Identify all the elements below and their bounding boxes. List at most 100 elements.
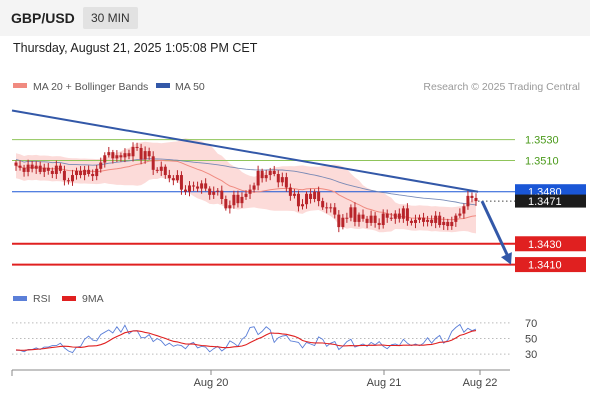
candle-body xyxy=(381,213,385,226)
chart-overlays xyxy=(11,109,515,265)
forecast-arrow-shaft xyxy=(480,200,510,258)
candle-body xyxy=(434,215,438,223)
candle-body xyxy=(204,183,208,189)
candle-body xyxy=(70,175,74,182)
candle-body xyxy=(91,174,95,177)
candle-body xyxy=(244,193,248,197)
candle-body xyxy=(46,167,50,171)
candle-body xyxy=(252,185,256,190)
candle-body xyxy=(329,207,333,209)
candle-body xyxy=(30,164,34,169)
candle-body xyxy=(276,174,280,183)
chart-datetime: Thursday, August 21, 2025 1:05:08 PM CET xyxy=(13,41,258,55)
candle-body xyxy=(236,194,240,204)
candle-body xyxy=(260,170,264,179)
candle-body xyxy=(333,207,337,215)
candle-body xyxy=(232,194,236,206)
candle-body xyxy=(450,221,454,227)
candle-body xyxy=(305,193,309,205)
candle-body xyxy=(62,170,66,181)
candle-body xyxy=(296,193,300,207)
time-tick-label-2: Aug 22 xyxy=(463,377,498,389)
candle-body xyxy=(50,170,54,175)
candle-body xyxy=(466,195,470,207)
bollinger-bands xyxy=(16,138,476,234)
rsi-line xyxy=(16,323,477,354)
symbol-title: GBP/USD xyxy=(11,10,75,26)
candle-body xyxy=(337,214,341,228)
candle-body xyxy=(284,177,288,188)
candle-body xyxy=(95,168,99,177)
candle-body xyxy=(208,188,212,195)
candle-body xyxy=(369,215,373,223)
candle-body xyxy=(361,214,365,219)
candle-body xyxy=(127,153,131,157)
candle-body xyxy=(111,152,115,159)
candle-body xyxy=(87,169,91,175)
candle-body xyxy=(438,215,442,226)
candle-body xyxy=(256,170,260,186)
level-label-1: 1.3510 xyxy=(525,155,559,167)
ma50-line xyxy=(15,158,477,206)
candle-body xyxy=(135,146,139,148)
candle-body xyxy=(397,213,401,219)
downtrend-line xyxy=(11,109,479,193)
candle-body xyxy=(426,219,430,222)
candle-body xyxy=(349,207,353,218)
candle-body xyxy=(309,193,313,199)
candle-body xyxy=(18,165,22,168)
level-tag-4 xyxy=(515,257,586,273)
candle-body xyxy=(139,147,143,160)
candle-body xyxy=(422,217,426,222)
ma20-legend-swatch xyxy=(13,83,27,88)
rsi-tick-70: 70 xyxy=(525,318,537,330)
candle-body xyxy=(321,201,325,208)
candle-body xyxy=(103,155,107,163)
candle-body xyxy=(357,214,361,222)
candle-body xyxy=(143,151,147,160)
candle-body xyxy=(147,151,151,157)
candle-body xyxy=(179,175,183,190)
bollinger-band-area xyxy=(16,138,476,234)
candle-body xyxy=(462,206,466,214)
candle-body xyxy=(115,155,119,159)
time-tick-label-0: Aug 20 xyxy=(194,377,229,389)
rsi-ma-line xyxy=(15,330,477,351)
forecast-arrow-head xyxy=(500,252,512,265)
candle-body xyxy=(220,190,224,199)
candle-body xyxy=(192,185,196,187)
candle-body xyxy=(373,215,377,223)
candle-body xyxy=(155,169,159,171)
last-price-label: 1.3471 xyxy=(528,196,562,208)
candle-body xyxy=(401,208,405,219)
timeframe-badge[interactable]: 30 MIN xyxy=(83,7,138,29)
candle-body xyxy=(196,186,200,189)
candle-body xyxy=(442,221,446,226)
candle-body xyxy=(240,196,244,204)
candle-body xyxy=(79,170,83,176)
ma50-legend-label: MA 50 xyxy=(175,81,205,93)
candle-body xyxy=(272,170,276,175)
candle-body xyxy=(42,167,46,172)
candle-body xyxy=(454,215,458,222)
candle-body xyxy=(430,219,434,223)
candle-body xyxy=(264,175,268,179)
chart-frame: MA 20 + Bollinger Bands MA 50 Research ©… xyxy=(0,62,590,400)
rsi-pane: 30 50 70 xyxy=(12,318,537,361)
candle-body xyxy=(446,221,450,227)
candle-body xyxy=(248,189,252,194)
candle-body xyxy=(163,166,167,176)
level-tag-3 xyxy=(515,236,586,252)
candle-body xyxy=(119,155,123,158)
candle-body xyxy=(159,166,163,171)
candle-body xyxy=(34,165,38,169)
candles xyxy=(14,142,478,233)
candle-body xyxy=(38,165,42,172)
candle-body xyxy=(58,165,62,171)
time-axis: Aug 20 Aug 21 Aug 22 xyxy=(11,369,510,389)
chart-svg: MA 20 + Bollinger Bands MA 50 Research ©… xyxy=(11,81,586,389)
level-label-3: 1.3430 xyxy=(528,239,562,251)
candle-body xyxy=(83,169,87,176)
candle-body xyxy=(167,175,171,179)
